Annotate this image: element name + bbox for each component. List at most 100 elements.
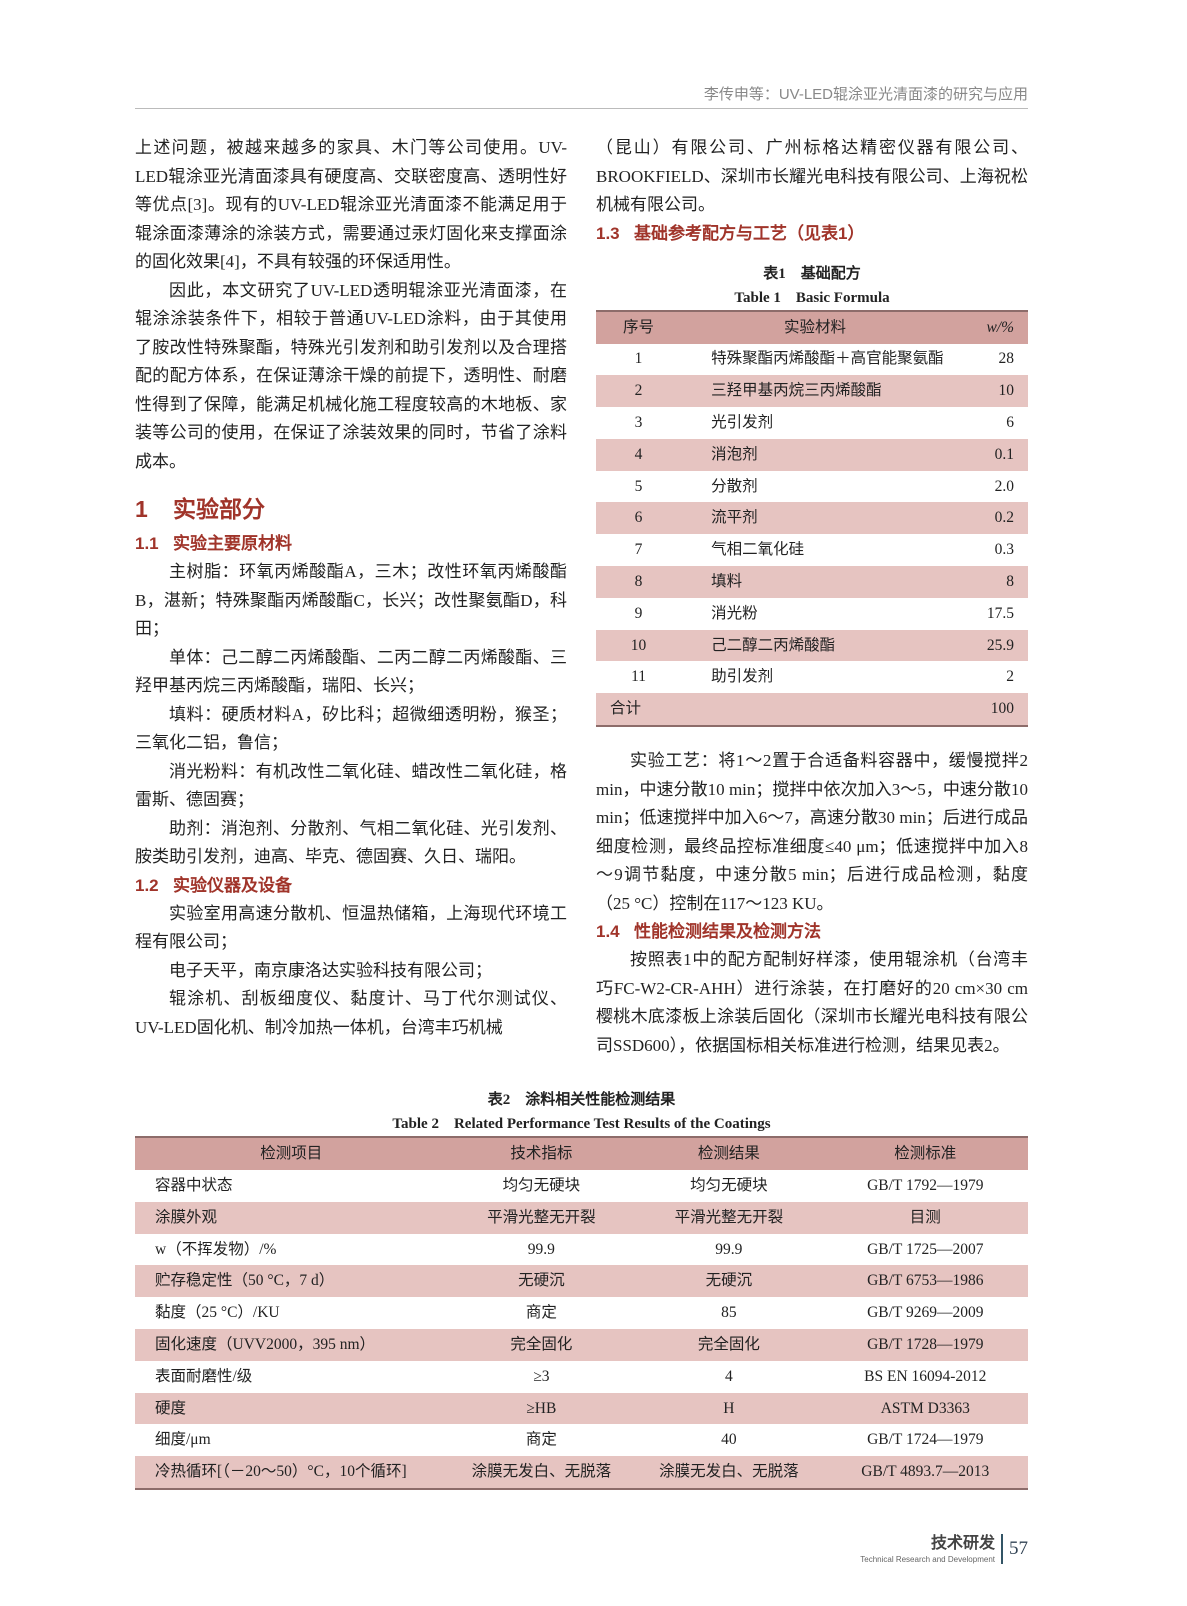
table-cell: 10 [596,629,682,662]
table-cell: 17.5 [986,604,1014,622]
subsection-heading: 1.3 基础参考配方与工艺（见表1） [596,223,865,243]
table2-caption-cn: 表2 涂料相关性能检测结果 [487,1092,676,1109]
paragraph: 主树脂：环氧丙烯酸酯A，三木；改性环氧丙烯酸酯B，湛新；特殊聚酯丙烯酸酯C，长兴… [135,562,567,638]
table-row: 容器中状态 均匀无硬块 均匀无硬块 GB/T 1792—1979 [135,1170,1028,1202]
table-cell: 气相二氧化硅 [711,541,805,559]
table-row: 贮存稳定性（50 °C，7 d） 无硬沉 无硬沉 GB/T 6753—1986 [135,1265,1028,1298]
table-cell: 99.9 [527,1240,555,1258]
table-cell: 贮存稳定性（50 °C，7 d） [135,1265,448,1298]
table-row: 表面耐磨性/级 ≥3 4 BS EN 16094-2012 [135,1361,1028,1393]
table-cell: ASTM D3363 [822,1392,1028,1425]
table-cell: 2 [596,375,682,408]
table-cell: 0.2 [948,502,1028,535]
table-row: 5 分散剂 2.0 [596,471,1028,503]
table-cell: 助引发剂 [711,668,774,686]
table-cell: 平滑光整无开裂 [447,1201,636,1234]
table-row: 9 消光粉 17.5 [596,598,1028,630]
table2-caption-en: Table 2 Related Performance Test Results… [392,1116,771,1133]
table-cell: w（不挥发物）/% [155,1240,277,1258]
paragraph: 实验工艺：将1～2置于合适备料容器中，缓慢搅拌2 min，中速分散10 min；… [596,751,1028,913]
two-column-body: 上述问题，被越来越多的家具、木门等公司使用。UV-LED辊涂亚光清面漆具有硬度高… [135,134,1028,1060]
footer-bar: 技术研发 Technical Research and Development … [135,1534,1028,1566]
table-cell: 85 [721,1304,737,1322]
table-cell: 100 [948,693,1028,728]
table-cell: 填料 [681,566,949,598]
table-cell: 冷热循环[（－20～50）°C，10个循环] [135,1456,448,1491]
paragraph: 辊涂机、刮板细度仪、黏度计、马丁代尔测试仪、UV-LED固化机、制冷加热一体机，… [135,989,567,1037]
table-row: 合计 100 [596,693,1028,728]
table-cell: 6 [1006,413,1014,431]
table-cell: 商定 [525,1431,557,1449]
table-cell: 5 [634,477,643,495]
paragraph: 助剂：消泡剂、分散剂、气相二氧化硅、光引发剂、胺类助引发剂，迪高、毕克、德固赛、… [135,818,567,867]
table-cell: 涂膜无发白、无脱落 [635,1456,823,1491]
table-row: 11 助引发剂 2 [596,661,1028,693]
table-cell: 完全固化 [635,1329,823,1361]
table-cell: GB/T 1792—1979 [867,1176,984,1194]
subsection-heading: 1.2 实验仪器及设备 [135,875,292,895]
table-cell: 硬度 [135,1392,448,1425]
table-row: 黏度（25 °C）/KU 商定 85 GB/T 9269—2009 [135,1297,1028,1329]
table2-block: 表2 涂料相关性能检测结果 Table 2 Related Performanc… [135,1088,1028,1491]
table-row: w（不挥发物）/% 99.9 99.9 GB/T 1725—2007 [135,1234,1028,1266]
table-row: 2 三羟甲基丙烷三丙烯酸酯 10 [596,375,1028,408]
subsection-heading: 1.4 性能检测结果及检测方法 [596,922,821,942]
table-cell: GB/T 1724—1979 [867,1431,984,1449]
table-cell: GB/T 6753—1986 [822,1265,1028,1298]
table-cell: BS EN 16094-2012 [864,1367,987,1385]
paragraph: 消光粉料：有机改性二氧化硅、蜡改性二氧化硅，格雷斯、德固赛； [135,761,567,810]
paragraph: 实验室用高速分散机、恒温热储箱，上海现代环境工程有限公司； [135,903,567,952]
table-cell: 1 [634,350,643,368]
table-cell: GB/T 9269—2009 [867,1304,984,1322]
table-row: 固化速度（UVV2000，395 nm） 完全固化 完全固化 GB/T 1728—19… [135,1329,1028,1361]
table-row: 冷热循环[（－20～50）°C，10个循环] 涂膜无发白、无脱落 涂膜无发白、无脱落… [135,1456,1028,1491]
table-cell: 完全固化 [447,1329,636,1361]
table-header-cell: 序号 [596,309,682,344]
table-row: 细度/μm 商定 40 GB/T 1724—1979 [135,1424,1028,1456]
table-row: 涂膜外观 平滑光整无开裂 平滑光整无开裂 目测 [135,1201,1028,1234]
table-cell: 细度/μm [155,1431,211,1449]
table-cell: 涂膜无发白、无脱落 [447,1456,636,1491]
table-header-cell: 实验材料 [681,309,949,344]
footer-section: 技术研发 [930,1535,995,1553]
right-column: （昆山）有限公司、广州标格达精密仪器有限公司、BROOKFIELD、深圳市长耀光… [596,134,1028,1060]
table-cell: 黏度（25 °C）/KU [155,1304,280,1322]
table-cell: GB/T 1725—2007 [867,1240,984,1258]
subsection-heading: 1.1 实验主要原材料 [135,534,292,553]
page-number: 57 [1001,1534,1028,1565]
table-cell: H [635,1392,823,1425]
table-cell: 目测 [822,1201,1028,1234]
table-cell: 10 [948,375,1028,408]
table-cell: 2 [1006,668,1014,686]
table-row: 1 特殊聚酯丙烯酸酯＋高官能聚氨酯 28 [596,344,1028,376]
table-cell: 分散剂 [711,477,758,495]
table-cell: GB/T 1728—1979 [822,1329,1028,1361]
paragraph: 填料：硬质材料A，矽比科；超微细透明粉，猴圣；三氧化二铝，鲁信； [135,704,567,753]
table-cell: 4 [596,438,682,471]
table-cell: 均匀无硬块 [690,1176,768,1194]
table-cell: GB/T 4893.7—2013 [822,1456,1028,1491]
table-cell: 8 [596,566,682,598]
table-cell: 特殊聚酯丙烯酸酯＋高官能聚氨酯 [711,350,944,368]
table-cell: 无硬沉 [635,1265,823,1298]
table1-caption-cn: 表1 基础配方 [763,265,861,282]
table-cell: 7 [634,541,643,559]
table-cell: 均匀无硬块 [502,1176,581,1194]
table-cell: 涂膜外观 [135,1201,448,1234]
table-cell: 2.0 [994,477,1014,495]
paragraph: 按照表1中的配方配制好样漆，使用辊涂机（台湾丰巧FC-W2-CR-AHH）进行涂… [596,950,1028,1055]
table-header-cell: 检测项目 [135,1136,448,1171]
table-cell: 平滑光整无开裂 [635,1201,823,1234]
table-row: 硬度 ≥HB H ASTM D3363 [135,1392,1028,1425]
table-row: 8 填料 8 [596,566,1028,598]
footer-section-en: Technical Research and Development [860,1555,995,1565]
paragraph: 电子天平，南京康洛达实验科技有限公司； [169,960,492,980]
table-header-cell: 检测标准 [822,1136,1028,1171]
table-cell: 8 [948,566,1028,598]
table-row: 6 流平剂 0.2 [596,502,1028,535]
table-cell: 消泡剂 [681,438,949,471]
table-cell: 三羟甲基丙烷三丙烯酸酯 [681,375,949,408]
table-cell: 28 [998,350,1015,368]
table-cell: 固化速度（UVV2000，395 nm） [135,1329,448,1361]
table1-caption-en: Table 1 Basic Formula [734,289,890,306]
